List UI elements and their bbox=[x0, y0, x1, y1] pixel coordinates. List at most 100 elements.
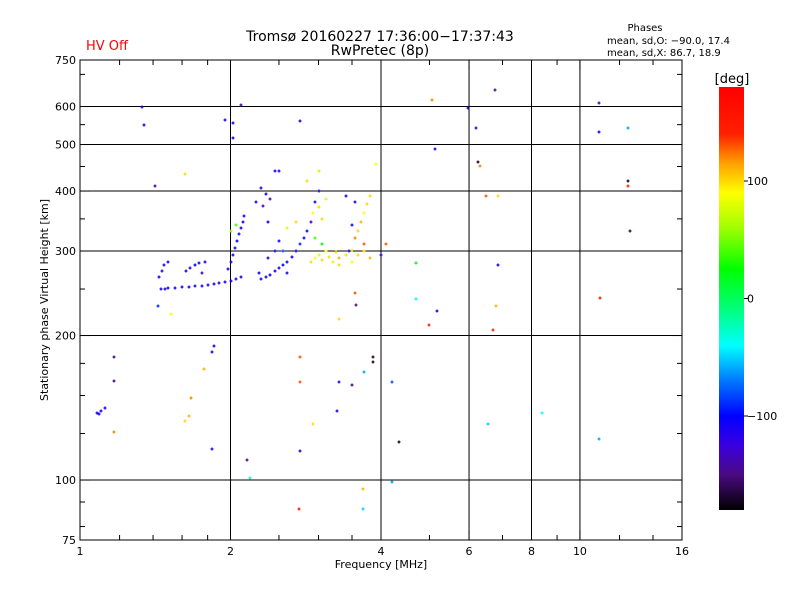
data-point bbox=[597, 101, 601, 105]
data-point-mark bbox=[264, 275, 268, 279]
data-point-mark bbox=[493, 88, 497, 92]
data-point bbox=[226, 267, 230, 271]
data-point-mark bbox=[311, 211, 315, 215]
data-point bbox=[156, 304, 160, 308]
data-point bbox=[298, 119, 302, 123]
data-point-mark bbox=[257, 271, 261, 275]
data-point-mark bbox=[212, 282, 216, 286]
data-point bbox=[294, 220, 298, 224]
data-point bbox=[317, 205, 321, 209]
data-point-mark bbox=[298, 355, 302, 359]
data-point-mark bbox=[229, 229, 233, 233]
data-point-mark bbox=[496, 194, 500, 198]
y-tick-label: 100 bbox=[55, 474, 76, 487]
data-point-mark bbox=[206, 283, 210, 287]
y-tick-label: 500 bbox=[55, 139, 76, 152]
data-point bbox=[237, 232, 241, 236]
data-point-mark bbox=[169, 312, 173, 316]
data-point-mark bbox=[320, 242, 324, 246]
data-point-mark bbox=[344, 253, 348, 257]
data-point bbox=[99, 409, 103, 413]
data-point bbox=[187, 285, 191, 289]
data-point bbox=[335, 409, 339, 413]
data-point-mark bbox=[231, 253, 235, 257]
data-point bbox=[266, 220, 270, 224]
data-point bbox=[277, 169, 281, 173]
data-point-mark bbox=[331, 260, 335, 264]
data-point-mark bbox=[305, 179, 309, 183]
data-point-mark bbox=[142, 123, 146, 127]
data-point bbox=[496, 194, 500, 198]
data-point-mark bbox=[264, 192, 268, 196]
data-point-mark bbox=[365, 202, 369, 206]
data-point-mark bbox=[210, 447, 214, 451]
data-point-mark bbox=[97, 412, 101, 416]
data-point bbox=[379, 253, 383, 257]
data-point-mark bbox=[474, 126, 478, 130]
data-point-mark bbox=[337, 317, 341, 321]
data-point bbox=[166, 286, 170, 290]
data-point bbox=[311, 211, 315, 215]
data-point bbox=[277, 266, 281, 270]
data-point bbox=[626, 179, 630, 183]
data-point bbox=[273, 169, 277, 173]
y-tick-label: 200 bbox=[55, 330, 76, 343]
data-point-mark bbox=[327, 255, 331, 259]
data-point bbox=[242, 214, 246, 218]
data-point bbox=[140, 105, 144, 109]
data-point bbox=[229, 260, 233, 264]
data-point-mark bbox=[430, 98, 434, 102]
data-point-mark bbox=[235, 239, 239, 243]
data-point bbox=[234, 277, 238, 281]
data-point-mark bbox=[277, 266, 281, 270]
data-point bbox=[193, 263, 197, 267]
hv-status: HV Off bbox=[86, 39, 129, 54]
data-point-mark bbox=[183, 172, 187, 176]
data-point-mark bbox=[317, 253, 321, 257]
data-point bbox=[273, 269, 277, 273]
y-tick-label: 600 bbox=[55, 101, 76, 114]
data-point bbox=[254, 200, 258, 204]
data-point bbox=[248, 476, 252, 480]
data-point bbox=[257, 271, 261, 275]
data-point bbox=[361, 507, 365, 511]
data-point bbox=[309, 260, 313, 264]
data-point bbox=[180, 285, 184, 289]
data-point bbox=[298, 355, 302, 359]
data-point-mark bbox=[156, 304, 160, 308]
data-point bbox=[493, 88, 497, 92]
data-point bbox=[183, 172, 187, 176]
data-point bbox=[334, 250, 338, 254]
x-tick-label: 4 bbox=[378, 545, 385, 558]
data-point bbox=[430, 98, 434, 102]
data-point-mark bbox=[384, 242, 388, 246]
data-point bbox=[95, 411, 99, 415]
data-point-mark bbox=[234, 223, 238, 227]
stats-x-mode: mean, sd,X: 86.7, 18.9 bbox=[607, 48, 721, 59]
data-point-mark bbox=[103, 406, 107, 410]
data-point-mark bbox=[374, 162, 378, 166]
data-point-mark bbox=[368, 256, 372, 260]
data-point-mark bbox=[302, 236, 306, 240]
data-point bbox=[362, 370, 366, 374]
data-point bbox=[285, 271, 289, 275]
y-tick-label: 300 bbox=[55, 245, 76, 258]
data-point-mark bbox=[285, 271, 289, 275]
data-point-mark bbox=[324, 249, 328, 253]
data-point bbox=[368, 194, 372, 198]
x-tick-label: 2 bbox=[227, 545, 234, 558]
data-point-mark bbox=[259, 277, 263, 281]
data-point-mark bbox=[290, 255, 294, 259]
data-point bbox=[294, 249, 298, 253]
data-point bbox=[112, 355, 116, 359]
data-point-mark bbox=[245, 458, 249, 462]
data-point-mark bbox=[597, 101, 601, 105]
data-point bbox=[203, 260, 207, 264]
data-point bbox=[259, 277, 263, 281]
data-point bbox=[261, 204, 265, 208]
data-point-mark bbox=[285, 226, 289, 230]
data-point-mark bbox=[241, 220, 245, 224]
data-point-mark bbox=[371, 360, 375, 364]
data-point-mark bbox=[486, 422, 490, 426]
